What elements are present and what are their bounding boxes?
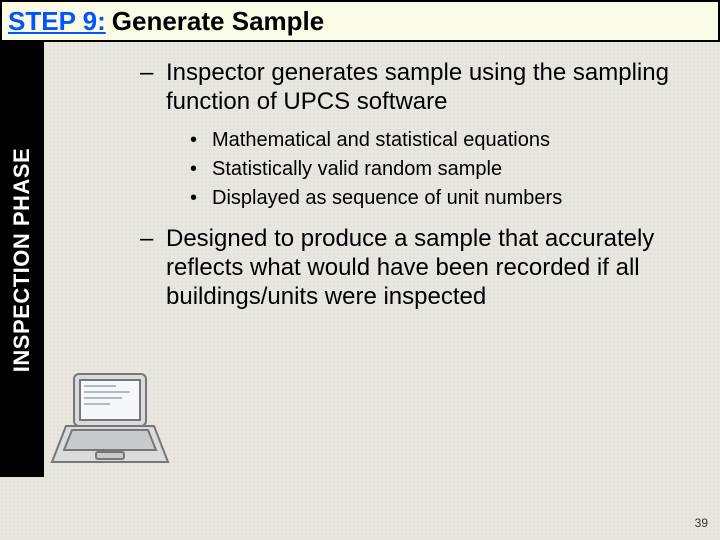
laptop-icon xyxy=(50,370,170,470)
list-item: • Statistically valid random sample xyxy=(190,156,700,183)
list-item-text: Displayed as sequence of unit numbers xyxy=(212,185,562,212)
bullet-icon: • xyxy=(190,127,212,154)
list-item: • Mathematical and statistical equations xyxy=(190,127,700,154)
bullet-icon: • xyxy=(190,185,212,212)
list-item-text: Statistically valid random sample xyxy=(212,156,502,183)
sub-bullets: • Mathematical and statistical equations… xyxy=(190,127,700,212)
slide-content: – Inspector generates sample using the s… xyxy=(140,58,700,321)
dash-icon: – xyxy=(140,58,166,117)
bullet-icon: • xyxy=(190,156,212,183)
phase-sidebar: INSPECTION PHASE xyxy=(0,42,44,477)
list-item-text: Inspector generates sample using the sam… xyxy=(166,58,700,117)
list-item: – Designed to produce a sample that accu… xyxy=(140,224,700,312)
phase-label: INSPECTION PHASE xyxy=(9,147,35,371)
list-item-text: Designed to produce a sample that accura… xyxy=(166,224,700,312)
slide-title: Generate Sample xyxy=(112,6,324,37)
step-number: STEP 9: xyxy=(8,6,106,37)
list-item-text: Mathematical and statistical equations xyxy=(212,127,550,154)
page-number: 39 xyxy=(695,516,708,530)
list-item: • Displayed as sequence of unit numbers xyxy=(190,185,700,212)
dash-icon: – xyxy=(140,224,166,312)
list-item: – Inspector generates sample using the s… xyxy=(140,58,700,117)
slide-header: STEP 9: Generate Sample xyxy=(0,0,720,42)
